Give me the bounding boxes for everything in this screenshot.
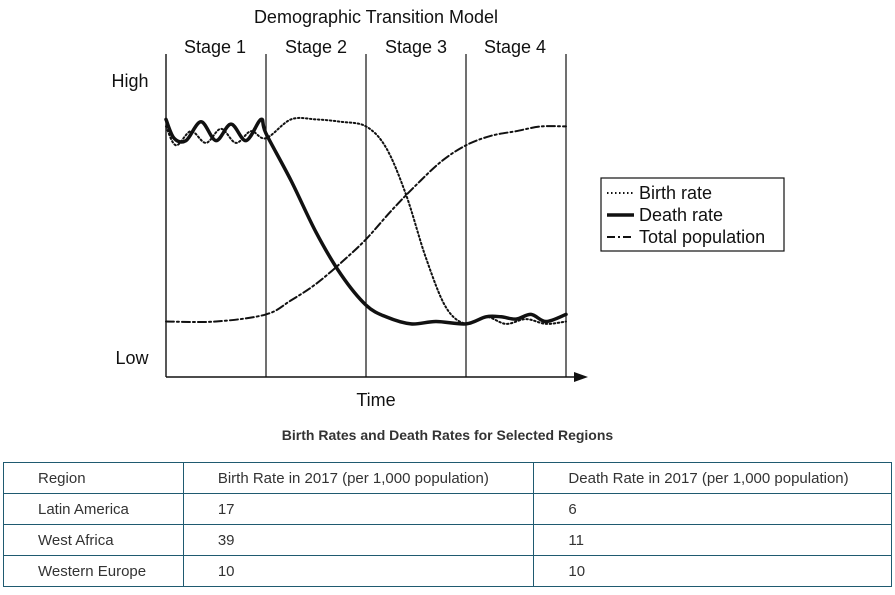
y-low-label: Low (115, 348, 149, 368)
legend-label-birth-rate: Birth rate (639, 183, 712, 203)
series-line-total-population (165, 125, 567, 324)
header-birth-rate: Birth Rate in 2017 (per 1,000 population… (182, 462, 535, 494)
header-region: Region (3, 462, 184, 494)
series-line-birth-rate (165, 116, 567, 326)
cell-region: West Africa (3, 524, 184, 556)
cell-death-rate: 11 (533, 524, 892, 556)
cell-death-rate: 6 (533, 493, 892, 525)
cell-birth-rate: 10 (182, 555, 535, 587)
table-title: Birth Rates and Death Rates for Selected… (281, 427, 614, 443)
stage-label-2: Stage 2 (285, 37, 347, 57)
legend-label-death-rate: Death rate (639, 205, 723, 225)
table-row: Latin America 17 6 (3, 493, 892, 525)
series-line-death-rate (164, 117, 568, 326)
x-axis-arrow-icon (574, 372, 588, 382)
x-axis-label: Time (356, 390, 395, 410)
legend-label-total-population: Total population (639, 227, 765, 247)
cell-birth-rate: 17 (182, 493, 535, 525)
table-header-row: Region Birth Rate in 2017 (per 1,000 pop… (3, 462, 892, 494)
header-death-rate: Death Rate in 2017 (per 1,000 population… (533, 462, 892, 494)
stage-label-4: Stage 4 (484, 37, 546, 57)
stage-label-3: Stage 3 (385, 37, 447, 57)
chart-title: Demographic Transition Model (254, 7, 498, 27)
cell-birth-rate: 39 (182, 524, 535, 556)
legend: Birth rate Death rate Total population (600, 177, 785, 252)
cell-death-rate: 10 (533, 555, 892, 587)
demographic-transition-chart: Demographic Transition Model Stage 1 Sta… (111, 7, 785, 410)
table-row: West Africa 39 11 (3, 524, 892, 556)
cell-region: Latin America (3, 493, 184, 525)
table-row: Western Europe 10 10 (3, 555, 892, 587)
series-layer (164, 116, 568, 326)
cell-region: Western Europe (3, 555, 184, 587)
stage-dividers (265, 54, 567, 377)
stage-label-1: Stage 1 (184, 37, 246, 57)
rates-table: Region Birth Rate in 2017 (per 1,000 pop… (3, 462, 892, 587)
y-high-label: High (111, 71, 148, 91)
